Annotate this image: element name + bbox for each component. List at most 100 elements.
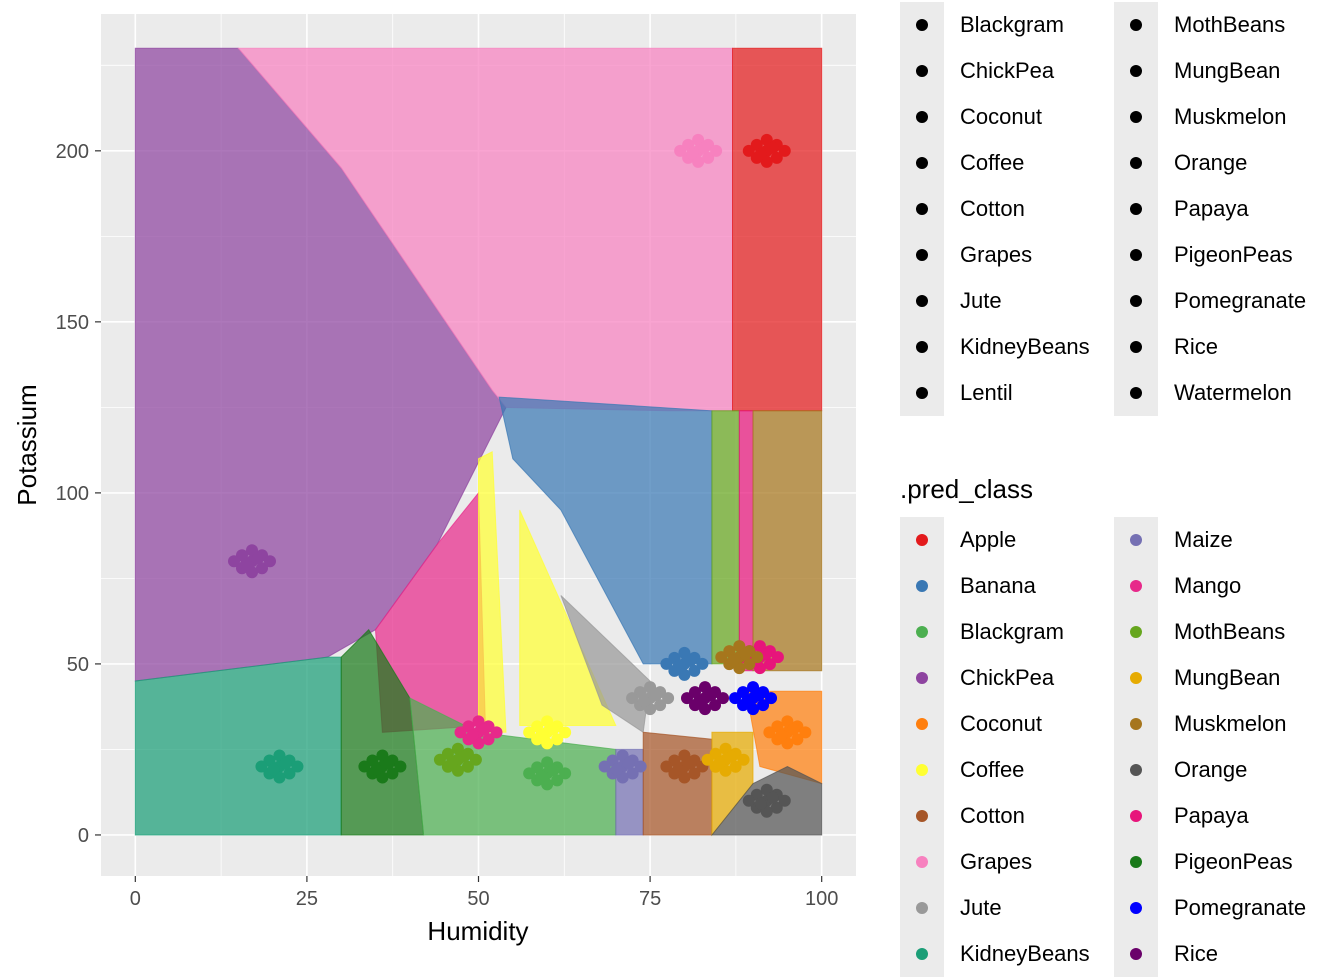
legend-item: Muskmelon [1114,94,1286,140]
data-point [283,767,296,780]
data-point [686,147,699,160]
data-point [291,760,304,773]
data-point [559,726,572,739]
legend-item: Coconut [900,94,1042,140]
legend-dot-icon [916,718,928,730]
legend-key [900,278,944,324]
region-papaya [738,410,754,672]
data-point [799,726,812,739]
legend-item: Coffee [900,747,1024,793]
legend-item: Grapes [900,232,1032,278]
data-point [771,651,784,664]
legend-key [900,931,944,977]
data-point [729,760,742,773]
cluster-pomegranate [729,681,778,716]
data-point [710,144,723,157]
legend-item: Banana [900,563,1036,609]
legend-item: Coconut [900,701,1042,747]
legend-key [1114,655,1158,701]
legend-key [900,517,944,563]
cluster-mango [454,715,503,750]
data-point [753,689,766,702]
legend-dot-icon [916,810,928,822]
cluster-rice [681,681,729,716]
legend-label: Papaya [1174,196,1249,221]
legend-item: Cotton [900,793,1025,839]
y-tick-label: 100 [56,483,89,505]
legend-dot-icon [1130,902,1142,914]
legend-item: ChickPea [900,48,1054,94]
legend-item: Cotton [900,186,1025,232]
data-point [358,760,371,773]
data-point [684,654,697,667]
cluster-banana [660,646,709,681]
data-point [598,760,611,773]
legend-key [1114,2,1158,48]
legend-item: MothBeans [1114,609,1285,655]
data-point [739,648,752,661]
cluster-blackgram [523,756,572,791]
data-point [626,767,639,780]
data-point [551,733,564,746]
data-point [461,760,474,773]
legend-label: Jute [960,895,1002,920]
cluster-mothbeans [433,742,482,777]
y-tick-label: 200 [56,141,89,163]
legend-dot-icon [1130,580,1142,592]
legend-key [900,747,944,793]
data-point [709,699,721,712]
data-point [688,767,701,780]
legend-label: ChickPea [960,58,1055,83]
legend-item: Mango [1114,563,1241,609]
data-point [757,699,770,712]
legend-label: Banana [960,573,1036,598]
legend-key [1114,747,1158,793]
data-point [255,760,268,773]
data-point [386,767,399,780]
legend-key [1114,140,1158,186]
data-point [791,733,804,746]
data-point [252,552,264,565]
data-point [547,764,560,777]
data-point [775,729,788,742]
legend-key [900,94,944,140]
y-tick-label: 150 [56,312,89,334]
legend-item: KidneyBeans [900,324,1090,370]
data-point [681,692,693,705]
data-point [705,689,717,702]
data-point [674,144,687,157]
legend-label: ChickPea [960,665,1055,690]
legend-dot-icon [916,65,928,77]
legend-item: Lentil [900,370,1013,416]
legend-label: Orange [1174,757,1248,782]
x-tick-label: 25 [296,888,318,910]
legend-item: Apple [900,517,1016,563]
legend-label: MungBean [1174,665,1281,690]
legend-label: Cotton [960,196,1025,221]
data-point [523,726,536,739]
data-point [478,723,491,736]
data-point [559,767,572,780]
legend-label: Coffee [960,757,1025,782]
cluster-orange [742,783,791,818]
legend-dot-icon [916,948,928,960]
data-point [672,660,685,673]
legend-label: KidneyBeans [960,941,1090,966]
legend-dot-icon [1130,19,1142,31]
legend-key [1114,885,1158,931]
legend-label: Grapes [960,849,1033,874]
data-point [787,723,800,736]
data-point [717,692,729,705]
cluster-coconut [763,715,812,750]
region-coffee [478,451,507,733]
data-point [454,726,467,739]
data-clusters [228,133,812,818]
data-point [523,767,536,780]
legend-dot-icon [916,157,928,169]
legend-item: KidneyBeans [900,931,1090,977]
data-point [698,141,711,154]
legend-item: MothBeans [1114,2,1285,48]
legend-key [1114,609,1158,655]
data-point [743,658,756,671]
data-point [482,733,495,746]
